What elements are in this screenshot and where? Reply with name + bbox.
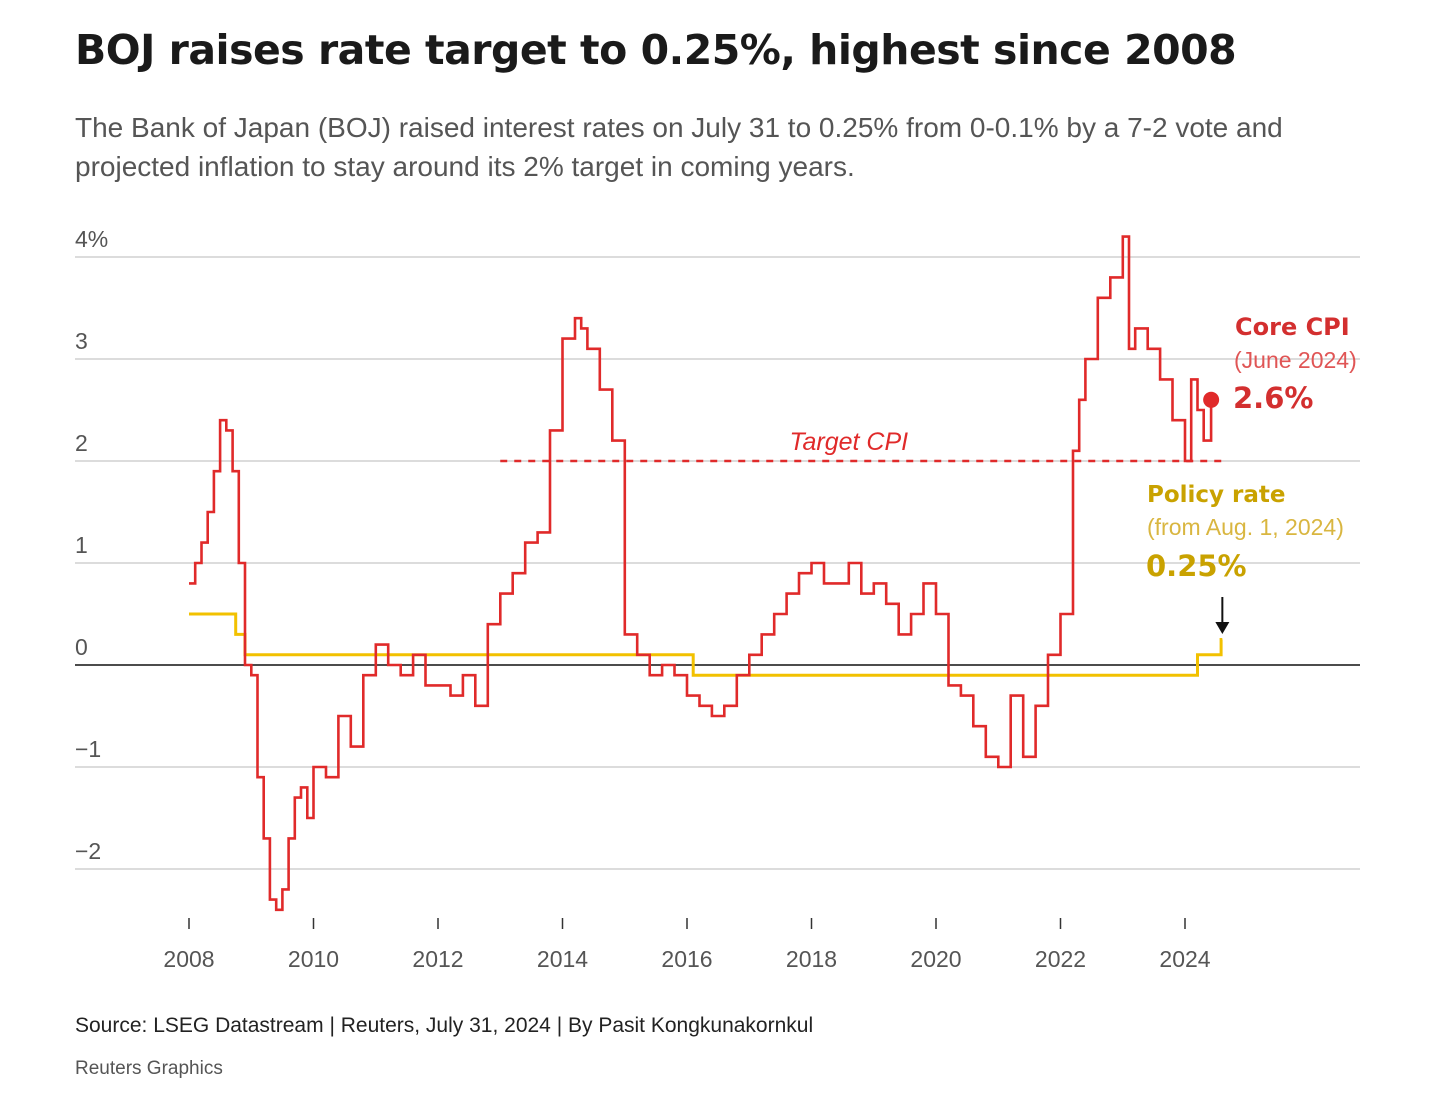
x-tick-label: 2010 xyxy=(288,946,339,972)
x-tick-label: 2022 xyxy=(1035,946,1086,972)
series-lines xyxy=(189,235,1230,912)
policy-rate-note: (from Aug. 1, 2024) xyxy=(1147,514,1344,540)
annotations: Target CPI Core CPI (June 2024) 2.6% Pol… xyxy=(790,313,1357,583)
x-tick-label: 2024 xyxy=(1159,946,1210,972)
y-tick-label: −1 xyxy=(75,736,101,762)
y-tick-label: −2 xyxy=(75,838,101,864)
x-tick-label: 2008 xyxy=(163,946,214,972)
core-cpi-line xyxy=(189,235,1213,912)
core-cpi-note: (June 2024) xyxy=(1234,347,1357,373)
y-tick-label: 2 xyxy=(75,430,88,456)
core-cpi-value: 2.6% xyxy=(1233,381,1313,415)
target-cpi-label: Target CPI xyxy=(790,428,909,456)
source-note: Source: LSEG Datastream | Reuters, July … xyxy=(75,1014,814,1037)
brand-credit: Reuters Graphics xyxy=(75,1058,223,1079)
x-tick-label: 2012 xyxy=(412,946,463,972)
chart-subtitle: The Bank of Japan (BOJ) raised interest … xyxy=(75,112,1283,182)
y-tick-label: 0 xyxy=(75,634,88,660)
x-tick-label: 2018 xyxy=(786,946,837,972)
x-axis-ticks: 2008 2010 2012 2014 2016 2018 2020 2022 2024 xyxy=(163,918,1211,972)
y-tick-label: 3 xyxy=(75,328,88,354)
policy-rate-line xyxy=(189,612,1223,677)
core-cpi-label: Core CPI xyxy=(1235,313,1350,341)
y-tick-label: 4% xyxy=(75,226,108,252)
arrow-down-icon xyxy=(1215,622,1230,634)
x-tick-label: 2016 xyxy=(661,946,712,972)
policy-rate-label: Policy rate xyxy=(1147,482,1286,508)
policy-rate-value: 0.25% xyxy=(1146,549,1247,583)
y-axis-ticks: −2 −1 0 1 2 3 4% xyxy=(75,226,108,864)
x-tick-label: 2020 xyxy=(910,946,961,972)
x-tick-label: 2014 xyxy=(537,946,588,972)
chart-title: BOJ raises rate target to 0.25%, highest… xyxy=(75,26,1237,74)
y-tick-label: 1 xyxy=(75,532,88,558)
core-cpi-latest-point xyxy=(1203,391,1220,408)
